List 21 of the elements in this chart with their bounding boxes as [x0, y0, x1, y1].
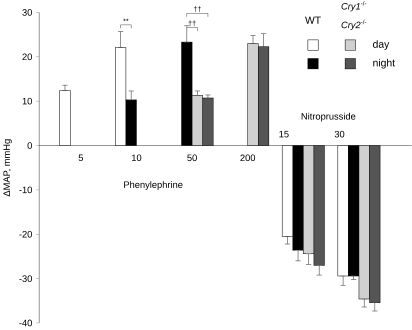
- y-tick-label: 10: [22, 98, 32, 105]
- y-axis-title: ΔMAP, mmHg: [3, 140, 12, 196]
- y-tick-label: 30: [22, 9, 32, 16]
- annotation: Phenylephrine: [124, 181, 183, 190]
- x-tick-label: 15: [279, 131, 289, 138]
- y-tick-label: -10: [19, 186, 32, 194]
- y-tick-label: -30: [19, 275, 32, 282]
- annotation: day: [373, 40, 390, 50]
- x-tick-label: 50: [187, 154, 197, 162]
- x-tick-label: 200: [240, 154, 256, 162]
- annotation: Nitroprusside: [302, 112, 356, 122]
- text: Cry1$^{-/-}$: [342, 1, 366, 12]
- y-tick-label: -40: [19, 320, 32, 326]
- y-tick-label: 20: [22, 54, 32, 60]
- x-tick-label: 10: [132, 154, 142, 162]
- annotation: Cry2$^{-/-}$: [342, 20, 366, 30]
- annotation: WT: [305, 16, 321, 24]
- x-tick-label: 5: [78, 154, 84, 162]
- y-tick-label: -20: [19, 231, 32, 238]
- y-tick-label: 0: [28, 142, 32, 149]
- annotation: night: [373, 58, 395, 69]
